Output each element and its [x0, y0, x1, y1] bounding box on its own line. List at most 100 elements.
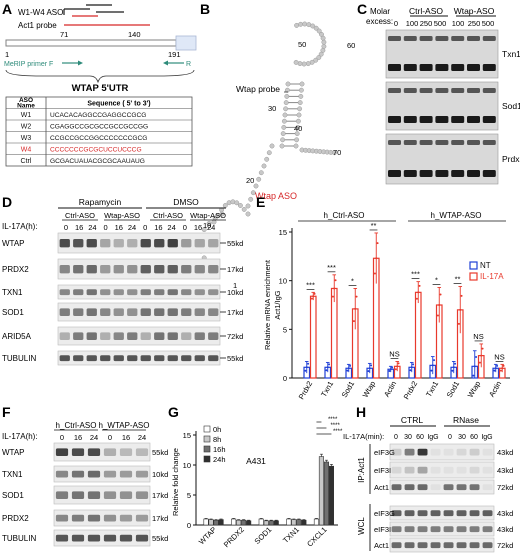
nucleotide — [261, 163, 267, 169]
h-ip-blot-eif3g — [389, 443, 495, 461]
blot-band — [469, 526, 480, 533]
molar-label: Molar — [370, 7, 390, 16]
e-data-point — [431, 364, 434, 367]
nucleotide — [295, 118, 301, 124]
nucleotide — [222, 203, 228, 208]
blot-background — [53, 465, 151, 483]
blot-band — [391, 466, 402, 474]
d-il17-label: IL-17A(h): — [2, 222, 38, 231]
f-il17-label: IL-17A(h): — [2, 432, 38, 441]
d-time-8: 24 — [167, 223, 175, 232]
blot-band — [55, 491, 69, 499]
e-data-point — [334, 279, 337, 282]
blot-band — [113, 355, 124, 362]
gel-band-shift — [403, 36, 417, 41]
d-time-10: 16 — [194, 223, 202, 232]
e-xtick-wtap: Wtap — [361, 380, 378, 400]
blot-band — [443, 542, 454, 549]
h-wcl-row-act1: Act1 — [374, 541, 389, 550]
e-data-point — [313, 292, 316, 295]
h-wcl-blot-eif3i — [389, 521, 495, 537]
d-row-txn1: TXN1 — [2, 288, 23, 297]
d-time-labels: 0 16 24 0 16 24 0 16 24 0 16 24 — [64, 223, 215, 232]
blot-band — [71, 514, 85, 522]
g-sig-2: **** — [333, 429, 343, 435]
blot-band — [404, 466, 415, 474]
e-data-point — [460, 294, 463, 297]
pos-140: 140 — [128, 30, 141, 39]
table-row-seq: CCGCCGCCGGCCCCCCCGCG — [50, 135, 147, 142]
h-lane-4: 0 — [448, 434, 452, 441]
blot-band — [167, 265, 178, 274]
panel-b-letter: B — [200, 1, 210, 17]
gel-band-free — [482, 170, 496, 177]
blot-band — [456, 510, 467, 517]
h-ip-marker: 72kd — [497, 483, 513, 492]
f-marker-17kd: 17kd — [152, 514, 168, 523]
blot-band — [167, 355, 178, 362]
e-data-point — [388, 369, 391, 372]
nucleotide — [305, 61, 311, 67]
chart-e: 0 5 10 15 Relative mRNA enrichment Act1/IgG h_… — [263, 211, 510, 401]
blot-band — [208, 332, 219, 340]
d-marker-55kd: 55kd — [227, 354, 243, 363]
g-bar-16h — [323, 461, 330, 526]
blot-band — [167, 308, 178, 316]
blot-band — [140, 239, 151, 248]
e-data-point — [494, 367, 497, 370]
d-time-6: 0 — [143, 223, 147, 232]
gel-band-shift — [467, 36, 480, 41]
gel-band-free — [467, 170, 480, 177]
h-wcl-row-eif3i: eIF3I — [374, 525, 391, 534]
blot-band — [113, 239, 124, 248]
nucleotide — [320, 35, 326, 41]
blot-band — [417, 510, 428, 517]
nucleotide — [283, 100, 289, 106]
f-marker-10kd: 10kd — [152, 470, 168, 479]
blot-band — [73, 239, 84, 248]
g-bar-0h — [258, 518, 264, 526]
gel-band-free — [451, 64, 465, 71]
blot-band — [208, 289, 219, 296]
table-header-seq: Sequence ( 5' to 3') — [87, 101, 150, 108]
gel-band-free — [451, 170, 465, 177]
c-lane-100: 100 — [406, 19, 419, 28]
e-legend-il-17a: IL-17A — [480, 272, 504, 281]
gel-band-shift — [419, 36, 433, 41]
panel-a: A W1-W4 ASO Act1 probe 71 140 1 191 MeRI… — [2, 1, 197, 167]
e-data-point — [439, 293, 442, 296]
blot-band — [55, 448, 69, 456]
blot-band — [127, 265, 138, 274]
e-legend-swatch-il-17a — [469, 272, 478, 281]
ip-act1-label: IP:Act1 — [357, 457, 366, 483]
d-marker-17kd: 17kd — [227, 308, 243, 317]
pos-191: 191 — [168, 50, 181, 59]
blot-band — [417, 542, 428, 549]
blot-band — [140, 308, 151, 316]
blot-band — [113, 332, 124, 340]
primer-r-label: R — [186, 61, 191, 68]
f-time-4: 16 — [122, 433, 130, 442]
blot-band — [59, 332, 70, 340]
nucleotide — [298, 93, 304, 99]
c-lane-500: 500 — [434, 19, 447, 28]
d-blot-arid5a — [57, 326, 221, 346]
d-group-1: Wtap-ASO — [104, 211, 140, 220]
g-bar-0h — [313, 518, 320, 526]
blot-band — [194, 332, 205, 340]
h-ip-row-eif3i: eIF3I — [374, 466, 391, 475]
h-ip-row-act1: Act1 — [374, 483, 389, 492]
blot-band — [59, 355, 70, 362]
d-group-3: Wtap-ASO — [190, 211, 226, 220]
c-lane-100: 100 — [452, 19, 465, 28]
e-data-point — [352, 320, 355, 323]
e-data-point — [452, 366, 455, 369]
blot-band — [391, 484, 402, 491]
e-data-point — [451, 369, 454, 372]
blot-band — [140, 355, 151, 362]
g-bar-24h — [218, 519, 224, 526]
nucleotide — [266, 150, 272, 156]
blot-band — [154, 355, 165, 362]
e-data-point — [493, 369, 496, 372]
f-row-txn1: TXN1 — [2, 470, 23, 479]
